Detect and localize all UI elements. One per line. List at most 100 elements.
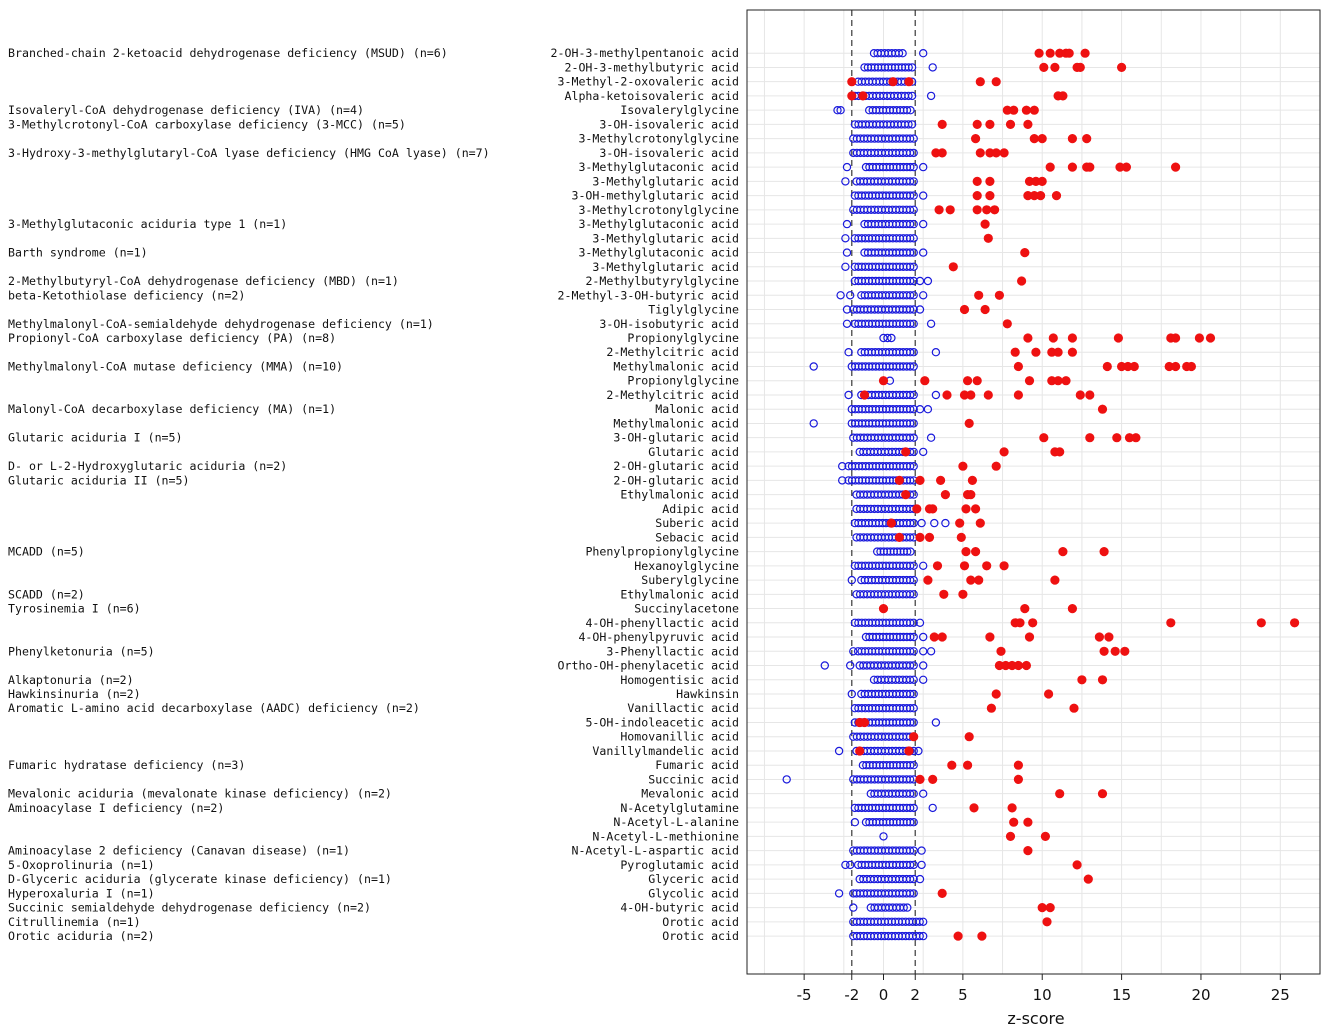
metabolite-label: N-Acetyl-L-methionine [592, 829, 739, 843]
metabolite-label: Glutaric acid [648, 445, 739, 459]
patient-point [947, 760, 957, 770]
patient-point [1075, 390, 1085, 400]
patient-point [1129, 361, 1139, 372]
patient-point [924, 532, 935, 543]
patient-point [1113, 333, 1123, 343]
control-point [907, 120, 917, 129]
control-point [909, 618, 918, 628]
control-point [849, 889, 858, 898]
control-point [930, 518, 939, 528]
patient-point [1121, 162, 1131, 172]
control-point [931, 348, 941, 357]
metabolite-label: Orotic acid [662, 915, 739, 929]
control-point [905, 846, 915, 855]
plot-frame [746, 9, 1321, 975]
control-point [905, 874, 915, 884]
control-point [849, 647, 858, 656]
control-point [905, 134, 915, 143]
patient-point [958, 461, 968, 471]
patient-point [991, 77, 1001, 87]
control-point [909, 846, 918, 855]
patient-point [1023, 845, 1033, 856]
patient-point [972, 176, 982, 186]
control-point [842, 305, 852, 314]
metabolite-label: Glycolic acid [648, 886, 739, 900]
patient-point [1013, 390, 1024, 400]
control-point [906, 419, 915, 428]
patient-point [955, 518, 965, 528]
x-tick-label: -5 [797, 986, 812, 1004]
control-point [926, 647, 936, 656]
metabolite-label: Tiglylglycine [648, 303, 739, 317]
control-point [904, 63, 913, 72]
patient-point [945, 205, 955, 215]
control-point [809, 362, 818, 371]
control-point [906, 547, 915, 556]
patient-point [970, 546, 981, 557]
control-point [905, 433, 915, 442]
patient-point [1080, 48, 1090, 58]
patient-point [1009, 817, 1019, 827]
patient-point [1186, 361, 1196, 372]
metabolite-label: Methylmalonic acid [613, 416, 739, 430]
patient-point [1024, 632, 1035, 642]
patient-point [1067, 333, 1077, 343]
patient-point [1037, 902, 1047, 913]
patient-point [1061, 376, 1071, 386]
patient-point [966, 490, 976, 500]
patient-point [982, 561, 992, 571]
patient-point [923, 575, 933, 585]
control-point [923, 276, 933, 286]
patient-point [855, 746, 865, 756]
control-point [919, 931, 928, 941]
control-point [894, 49, 904, 58]
patient-point [901, 490, 911, 500]
control-point [847, 689, 857, 699]
control-point [907, 63, 917, 72]
metabolite-label: Malonic acid [655, 402, 739, 416]
control-point [909, 518, 918, 528]
disease-label: Barth syndrome (n=1) [8, 246, 148, 260]
metabolite-label: 2-Methylcitric acid [606, 388, 739, 402]
metabolite-label: Pyroglutamic acid [620, 858, 739, 872]
metabolite-label: Succinic acid [648, 772, 739, 786]
metabolite-label: N-Acetyl-L-alanine [613, 815, 739, 829]
control-point [931, 718, 941, 727]
patient-point [1048, 333, 1058, 343]
disease-label: D- or L-2-Hydroxyglutaric aciduria (n=2) [8, 459, 287, 473]
control-point [836, 105, 845, 115]
control-point [841, 860, 850, 870]
patient-point [1043, 689, 1054, 699]
control-point [915, 874, 925, 884]
control-point [909, 291, 918, 300]
control-point [909, 362, 918, 371]
patient-point [972, 119, 982, 129]
metabolite-label: 5-OH-indoleacetic acid [585, 716, 739, 730]
control-point [915, 618, 925, 628]
patient-point [1058, 91, 1068, 101]
patient-point [1055, 789, 1065, 799]
metabolite-label: Vanillylmandelic acid [592, 744, 739, 758]
metabolite-label: 3-Methylglutaric acid [592, 174, 739, 188]
control-point [905, 219, 915, 229]
patient-point [1099, 646, 1109, 656]
control-point [909, 889, 918, 898]
patient-point [956, 532, 966, 543]
control-point [906, 704, 915, 713]
x-tick-label: 2 [910, 986, 920, 1004]
control-point [906, 803, 915, 813]
x-tick-label: 0 [879, 986, 889, 1004]
control-point [906, 291, 915, 300]
metabolite-label: Vanillactic acid [627, 701, 739, 715]
metabolite-label: N-Acetyl-L-aspartic acid [571, 844, 739, 858]
patient-point [983, 233, 993, 243]
control-point [850, 818, 860, 827]
control-point [919, 917, 928, 927]
control-point [782, 775, 791, 784]
control-point [905, 775, 915, 784]
patient-point [1023, 119, 1033, 129]
patient-point [966, 575, 976, 585]
metabolite-label: 2-OH-3-methylbutyric acid [564, 60, 739, 74]
patient-point [948, 262, 958, 272]
